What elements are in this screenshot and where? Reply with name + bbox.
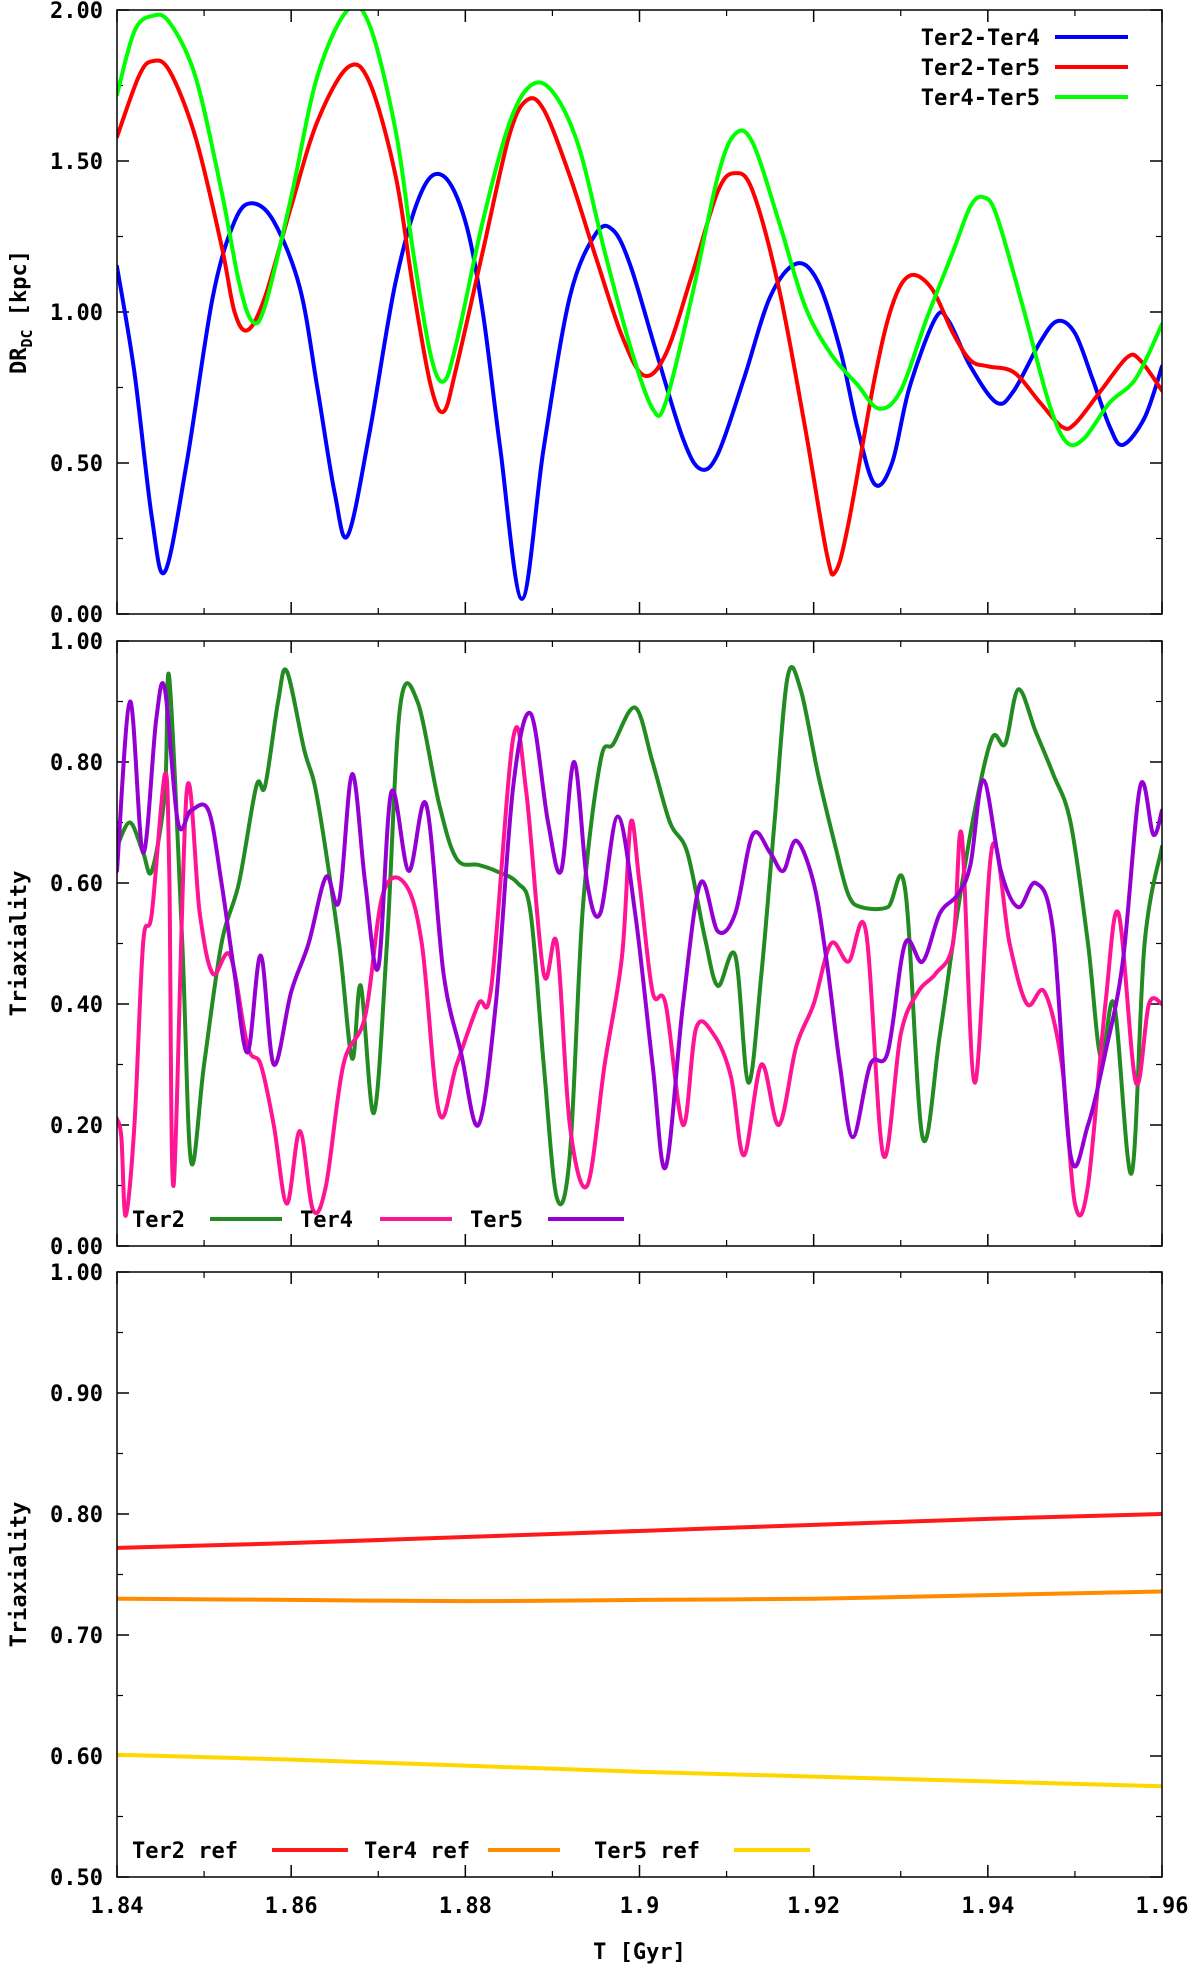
panel-3: 0.50 0.60 0.70 0.80 0.90 1.00 Triaxiality Ter2 … xyxy=(7,1261,1188,1965)
legend-label: Ter4 ref xyxy=(364,1839,470,1864)
plot-frame xyxy=(116,1271,1163,1878)
y-tick-label: 0.60 xyxy=(50,1745,103,1770)
legend-label: Ter4-Ter5 xyxy=(921,86,1040,111)
legend-label: Ter2 xyxy=(132,1208,185,1233)
y-tick-label: 0.60 xyxy=(50,872,103,897)
legend-label: Ter2-Ter5 xyxy=(921,56,1040,81)
series-line-ter4-ref xyxy=(117,1589,1162,1604)
legend-label: Ter2 ref xyxy=(132,1839,238,1864)
y-tick-label: 0.00 xyxy=(50,603,103,628)
panel-2: 0.00 0.20 0.40 0.60 0.80 1.00 Triaxiality Ter2 T… xyxy=(7,630,1163,1260)
x-tick-label: 1.88 xyxy=(439,1894,492,1919)
y-tick-label: 2.00 xyxy=(50,0,103,24)
y-tick-label: 0.40 xyxy=(50,993,103,1018)
y-tick-label: 1.00 xyxy=(50,630,103,655)
y-tick-label: 0.50 xyxy=(50,452,103,477)
plot-frame xyxy=(116,9,1163,615)
x-tick-label: 1.9 xyxy=(620,1894,660,1919)
x-tick-label: 1.96 xyxy=(1136,1894,1189,1919)
y-tick-label: 1.00 xyxy=(50,301,103,326)
series-line-ter4 xyxy=(117,725,1162,1218)
series-line-ter2-ref xyxy=(117,1512,1162,1550)
series-group xyxy=(117,10,1162,601)
series-line-ter4-ter5 xyxy=(117,10,1162,448)
y-axis-label: DRDC [kpc] xyxy=(7,250,36,374)
series-line-ter2-ter5 xyxy=(117,58,1162,577)
y-tick-label: 0.80 xyxy=(50,751,103,776)
y-axis-label: Triaxiality xyxy=(7,1502,32,1648)
x-tick-label: 1.84 xyxy=(91,1894,144,1919)
legend-label: Ter4 xyxy=(300,1208,353,1233)
plot-frame xyxy=(116,640,1163,1247)
y-tick-label: 1.50 xyxy=(50,150,103,175)
x-tick-label: 1.92 xyxy=(787,1894,840,1919)
panel-1: 0.00 0.50 1.00 1.50 2.00 DRDC [kpc] Ter2-Ter4 T… xyxy=(7,0,1163,628)
y-tick-label: 1.00 xyxy=(50,1261,103,1286)
series-group xyxy=(117,1512,1162,1789)
y-tick-label: 0.70 xyxy=(50,1624,103,1649)
legend-label: Ter5 xyxy=(470,1208,523,1233)
y-tick-label: 0.00 xyxy=(50,1235,103,1260)
y-axis-label: Triaxiality xyxy=(7,871,32,1017)
series-line-ter5 xyxy=(117,681,1162,1171)
series-line-ter2 xyxy=(117,665,1162,1207)
y-tick-label: 0.20 xyxy=(50,1114,103,1139)
y-tick-label: 0.50 xyxy=(50,1866,103,1891)
x-axis-label: T [Gyr] xyxy=(593,1940,686,1965)
x-tick-label: 1.94 xyxy=(961,1894,1014,1919)
series-group xyxy=(117,665,1162,1218)
y-tick-label: 0.80 xyxy=(50,1503,103,1528)
y-tick-label: 0.90 xyxy=(50,1382,103,1407)
legend-label: Ter2-Ter4 xyxy=(921,26,1040,51)
series-line-ter2-ter4 xyxy=(117,171,1162,601)
legend-label: Ter5 ref xyxy=(594,1839,700,1864)
series-line-ter5-ref xyxy=(117,1752,1162,1789)
x-tick-label: 1.86 xyxy=(265,1894,318,1919)
panels: 0.00 0.50 1.00 1.50 2.00 DRDC [kpc] Ter2-Ter4 T… xyxy=(7,0,1188,1965)
